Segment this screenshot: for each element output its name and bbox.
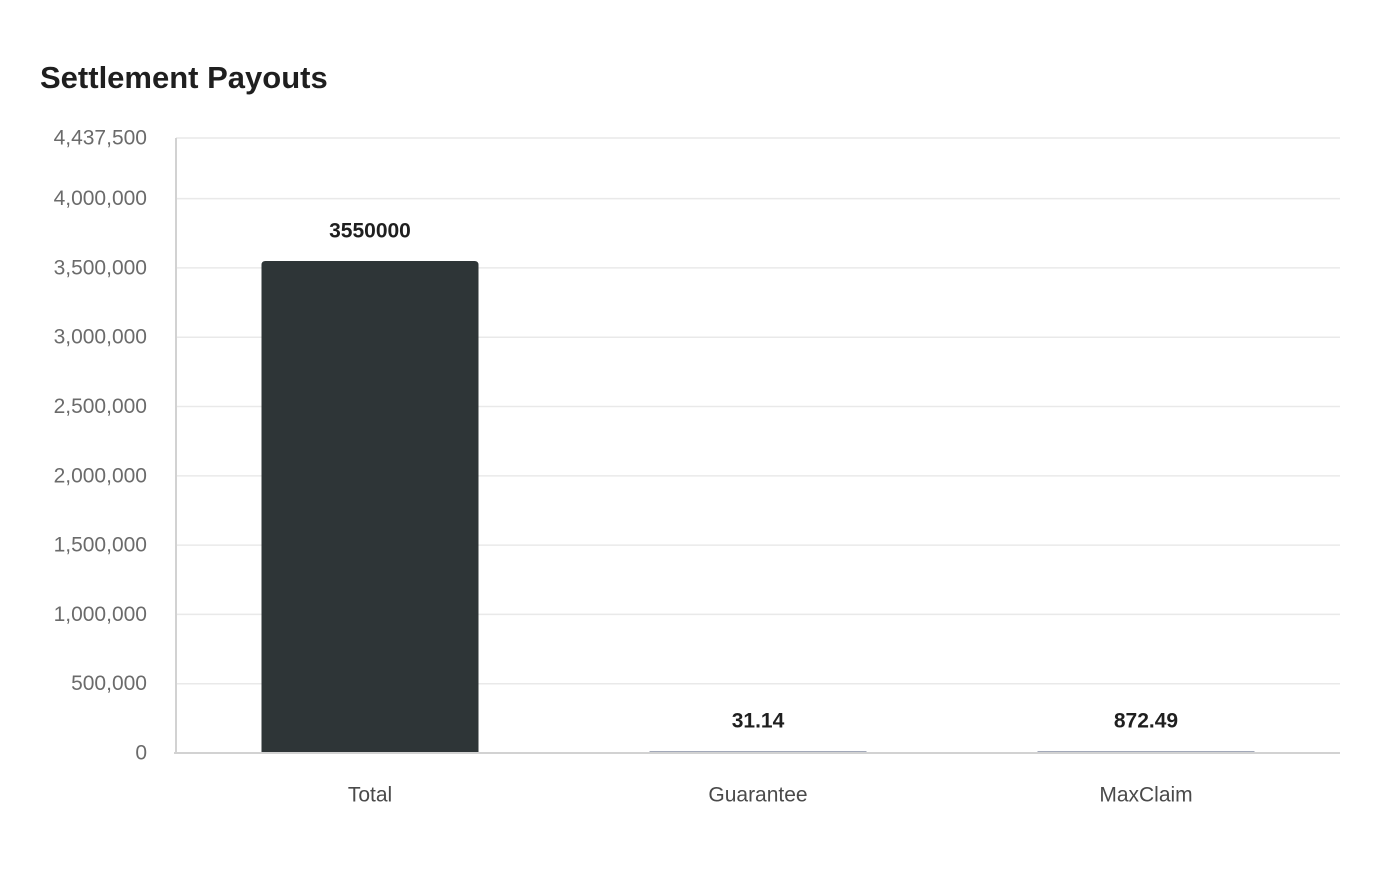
y-tick-label: 2,000,000 [54,464,147,487]
data-label: 3550000 [329,220,411,243]
x-axis: Total Guarantee MaxClaim [174,752,1340,807]
y-tick-label: 1,500,000 [54,534,147,557]
y-tick-label: 1,000,000 [54,603,147,626]
y-axis: 0 500,000 1,000,000 1,500,000 2,000,000 2,500… [54,127,177,765]
y-tick-label: 500,000 [71,672,147,695]
data-label: 31.14 [732,710,785,733]
x-tick-label: Total [348,784,392,807]
bar-total [261,261,479,753]
y-tick-label: 4,000,000 [54,187,147,210]
chart-title: Settlement Payouts [40,60,328,95]
y-tick-label: 4,437,500 [54,127,147,150]
y-tick-label: 2,500,000 [54,395,147,418]
bars: 3550000 31.14 872.49 [261,220,1255,753]
data-label: 872.49 [1114,710,1178,733]
x-tick-label: MaxClaim [1099,784,1192,807]
y-tick-label: 0 [135,742,147,765]
y-tick-label: 3,500,000 [54,256,147,279]
x-tick-label: Guarantee [708,784,807,807]
y-tick-label: 3,000,000 [54,326,147,349]
